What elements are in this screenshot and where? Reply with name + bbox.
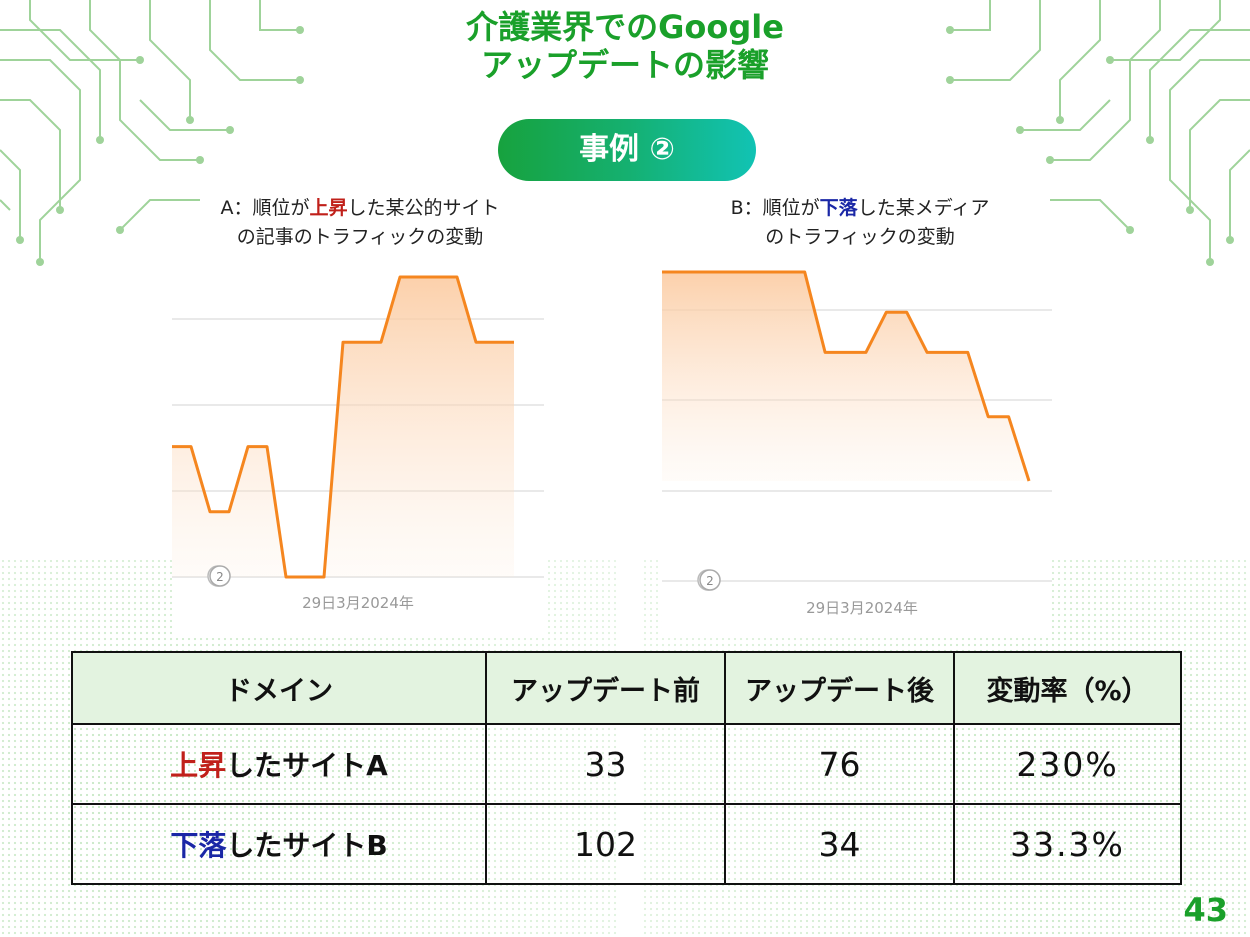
row-label-highlight: 上昇	[170, 749, 227, 782]
chart-a-caption-line2: の記事のトラフィックの変動	[236, 226, 484, 248]
slide-title-line2: アップデートの影響	[480, 46, 769, 84]
comparison-table: ドメイン アップデート前 アップデート後 変動率（%） 上昇したサイトA 33 …	[71, 651, 1182, 885]
chart-a-date-label: 29日3月2024年	[302, 594, 414, 612]
header-before: アップデート前	[485, 651, 726, 725]
case-label-pill: 事例 ②	[498, 119, 756, 181]
chart-b-caption: B：順位が下落した某メディア のトラフィックの変動	[660, 194, 1060, 252]
value-before: 102	[485, 803, 726, 885]
chart-b: 2 29日3月2024年	[662, 262, 1052, 638]
chartB-series-line	[662, 270, 1031, 482]
chartB-series-area	[662, 272, 1029, 481]
chart-a-caption-highlight: 上昇	[309, 197, 348, 219]
slide-title-line1: 介護業界でのGoogle	[466, 8, 784, 46]
row-label: 上昇したサイトA	[71, 723, 487, 805]
chart-a-badge: 2	[207, 565, 231, 587]
chart-a-caption-prefix: A：順位が	[220, 197, 310, 219]
header-after: アップデート後	[724, 651, 955, 725]
value-rate: 230%	[953, 723, 1182, 805]
chart-b-caption-suffix: した某メディア	[857, 197, 990, 219]
slide-title: 介護業界でのGoogle アップデートの影響	[0, 8, 1250, 84]
chart-a-caption-suffix: した某公的サイト	[347, 197, 500, 219]
row-label-highlight: 下落	[170, 829, 227, 862]
row-label: 下落したサイトB	[71, 803, 487, 885]
row-label-rest: したサイトA	[226, 749, 388, 782]
chart-b-caption-highlight: 下落	[819, 197, 858, 219]
chart-b-badge: 2	[697, 569, 721, 591]
chart-b-svg: 2 29日3月2024年	[662, 262, 1052, 638]
chart-a-caption: A：順位が上昇した某公的サイト の記事のトラフィックの変動	[170, 194, 550, 252]
chartA-series-line	[172, 275, 514, 579]
chart-b-caption-line2: のトラフィックの変動	[765, 226, 955, 248]
table-header-row: ドメイン アップデート前 アップデート後 変動率（%）	[71, 651, 1182, 725]
chart-b-badge-text: 2	[706, 574, 714, 588]
header-rate: 変動率（%）	[953, 651, 1182, 725]
table-row: 上昇したサイトA 33 76 230%	[71, 723, 1182, 805]
value-after: 34	[724, 803, 955, 885]
chart-b-caption-prefix: B：順位が	[730, 197, 820, 219]
table-row: 下落したサイトB 102 34 33.3%	[71, 803, 1182, 885]
page-number: 43	[1183, 891, 1228, 929]
header-domain: ドメイン	[71, 651, 487, 725]
value-rate: 33.3%	[953, 803, 1182, 885]
value-before: 33	[485, 723, 726, 805]
chart-b-date-label: 29日3月2024年	[806, 599, 918, 617]
value-after: 76	[724, 723, 955, 805]
chartA-series-area	[172, 277, 514, 577]
chart-a: 2 29日3月2024年	[172, 262, 544, 638]
chart-a-badge-text: 2	[216, 570, 224, 584]
chart-a-svg: 2 29日3月2024年	[172, 262, 544, 638]
row-label-rest: したサイトB	[226, 829, 388, 862]
